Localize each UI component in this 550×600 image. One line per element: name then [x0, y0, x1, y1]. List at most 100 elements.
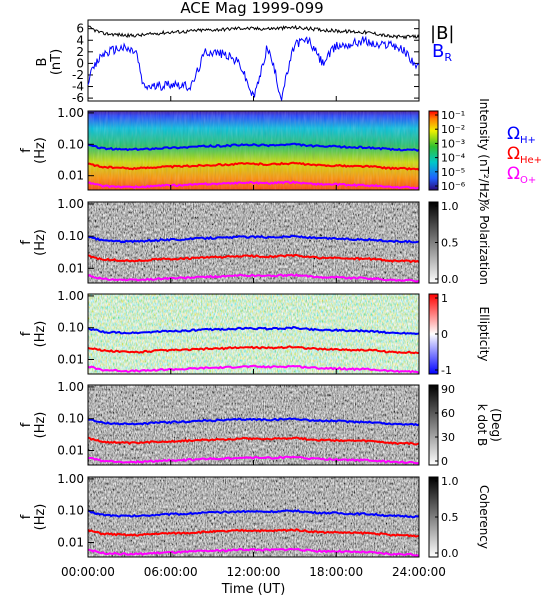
b-ytick-label: -4 [72, 80, 84, 94]
b-ytick-label: -2 [72, 68, 84, 82]
colorbar-tick-label: 90 [441, 383, 455, 396]
colorbar-label-bottom: (Deg) [489, 408, 503, 442]
gyro-o-line [87, 547, 420, 557]
b-panel-frame [87, 19, 420, 102]
freq-ylabel-f: f [19, 422, 34, 427]
legend-gyro-sub: H+ [520, 135, 536, 146]
gyro-o-line [87, 364, 420, 374]
spectrogram-texture [88, 202, 419, 283]
freq-ytick-label: 1.00 [57, 289, 84, 303]
spectrogram-panel-3: 1.00 0.10 0.01 f (Hz) 1 0 -1 Ellipticity [19, 289, 491, 377]
colorbar-tick-label: 1.0 [441, 475, 459, 488]
gyro-h-line [87, 142, 420, 152]
freq-ytick-label: 0.10 [57, 504, 84, 518]
b-ylabel-bottom: (nT) [49, 49, 64, 75]
gyro-he-line [87, 436, 420, 446]
legend-gyro-0: ΩH+ [507, 124, 536, 146]
b-ytick-label: 6 [76, 22, 84, 36]
freq-ytick-label: 0.10 [57, 229, 84, 243]
colorbar-label: % Polarization [477, 200, 491, 285]
gyro-he-line [87, 528, 420, 538]
freq-ytick-label: 1.00 [57, 472, 84, 486]
b-total-line [87, 24, 420, 40]
freq-ytick-label: 0.01 [57, 444, 84, 458]
freq-ylabel-f: f [19, 331, 34, 336]
freq-ytick-label: 0.01 [57, 353, 84, 367]
colorbar [428, 110, 439, 191]
spectrogram-panel-5: 1.00 0.10 0.01 f (Hz) 1.0 0.5 0.0 Coherency [19, 472, 491, 560]
freq-ylabel-hz: (Hz) [33, 321, 48, 348]
legend-gyro-symbol: Ω [507, 164, 520, 184]
legend-gyro-2: ΩO+ [507, 164, 536, 186]
gyro-he-line [87, 345, 420, 355]
legend-b-total: |B| [430, 23, 454, 44]
chart-title: ACE Mag 1999-099 [180, 0, 323, 17]
colorbar-tick-label: 0.0 [441, 273, 459, 286]
gyro-h-line [87, 509, 420, 519]
colorbar-tick-label: 1 [441, 292, 448, 305]
freq-ytick-label: 0.01 [57, 169, 84, 183]
freq-ytick-label: 1.00 [57, 106, 84, 120]
b-r-line [87, 35, 420, 101]
freq-ytick-label: 0.10 [57, 321, 84, 335]
b-ytick-label: 4 [76, 33, 84, 47]
colorbar-tick-label: 0 [441, 328, 448, 341]
legend-gyro-sub: O+ [520, 175, 536, 186]
spectrogram-texture [88, 477, 419, 557]
colorbar-tick-label: 0.5 [441, 511, 459, 524]
gyro-o-line [87, 455, 420, 465]
legend-gyro-1: ΩHe+ [507, 144, 542, 166]
gyro-he-line [87, 161, 420, 171]
gyro-h-line [87, 325, 420, 336]
time-tick-label: 06:00:00 [144, 565, 198, 579]
b-ytick-label: -6 [72, 91, 84, 105]
colorbar-label: Intensity (nT²/Hz) [477, 98, 491, 203]
spectrogram-texture [88, 294, 419, 374]
colorbar-tick-label: 30 [441, 431, 455, 444]
freq-ylabel-f: f [19, 514, 34, 519]
spectrogram-panel-4: 1.00 0.10 0.01 f (Hz) 90 60 30 0 k dot B (Deg) [19, 380, 503, 468]
colorbar-tick-label: 0.0 [441, 547, 459, 560]
colorbar-tick-label: -1 [441, 364, 452, 377]
gyro-h-line [87, 234, 420, 244]
spectrogram-panel-2: 1.00 0.10 0.01 f (Hz) 1.0 0.5 0.0 % Polarization [19, 197, 491, 286]
colorbar-tick-label: 10⁻² [441, 123, 465, 136]
colorbar-tick-label: 0 [441, 455, 448, 468]
freq-ylabel-hz: (Hz) [33, 412, 48, 439]
gyro-he-line [87, 253, 420, 264]
time-tick-label: 00:00:00 [61, 565, 115, 579]
time-tick-label: 12:00:00 [227, 565, 281, 579]
freq-ylabel-f: f [19, 240, 34, 245]
gyro-o-line [87, 180, 420, 190]
colorbar [428, 384, 439, 466]
spectrogram-texture [88, 385, 419, 465]
freq-ylabel-f: f [19, 148, 34, 153]
colorbar-label: Coherency [477, 485, 491, 549]
b-ytick-label: 2 [76, 45, 84, 59]
colorbar-tick-label: 10⁻³ [441, 137, 465, 150]
colorbar-tick-label: 10⁻¹ [441, 109, 465, 122]
freq-ytick-label: 1.00 [57, 380, 84, 394]
b-ytick-label: 0 [76, 56, 84, 70]
colorbar-tick-label: 1.0 [441, 200, 459, 213]
freq-ytick-label: 0.10 [57, 412, 84, 426]
legend-gyro-symbol: Ω [507, 144, 520, 164]
gyro-h-line [87, 417, 420, 427]
colorbar-tick-label: 60 [441, 407, 455, 420]
legend-b-r: BR [432, 41, 452, 64]
colorbar-tick-label: 10⁻⁵ [441, 166, 465, 179]
colorbar-label: Ellipticity [477, 307, 491, 362]
legend-gyro-sub: He+ [520, 155, 542, 166]
legend-gyro-symbol: Ω [507, 124, 520, 144]
colorbar-label-top: k dot B [475, 404, 489, 446]
time-axis-label: Time (UT) [221, 582, 286, 597]
freq-ylabel-hz: (Hz) [33, 137, 48, 164]
legend-b-r-sub: R [444, 51, 452, 64]
colorbar-tick-label: 0.5 [441, 237, 459, 250]
b-ylabel-top: B [35, 58, 50, 67]
freq-ytick-label: 0.10 [57, 137, 84, 151]
gyro-o-line [87, 273, 420, 283]
time-tick-label: 24:00:00 [392, 565, 446, 579]
